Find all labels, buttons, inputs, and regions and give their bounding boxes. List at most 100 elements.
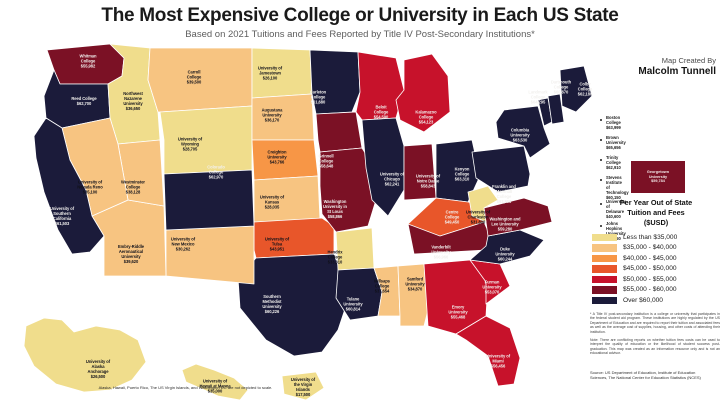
pointer-label-de: University of Delaware $40,600 [606, 199, 626, 220]
state-ar [335, 227, 375, 271]
pointer-dot [600, 139, 602, 141]
legend-label: $55,000 - $60,000 [623, 286, 677, 294]
credit-author: Malcolm Tunnell [638, 66, 716, 77]
school-price: $65,656 [606, 144, 621, 150]
state-fl [455, 315, 521, 387]
legend-label: $45,000 - $50,000 [623, 265, 677, 273]
state-sd [251, 93, 315, 141]
state-co [163, 169, 255, 231]
legend-title-1: Per Year Out of State [619, 198, 693, 207]
school-name: Johns Hopkins University [606, 221, 626, 236]
state-ny [495, 105, 551, 159]
school-price: $62,910 [606, 164, 621, 170]
state-va [483, 197, 553, 237]
legend-rows: Less than $35,000 $35,000 - $40,000 $40,00… [592, 232, 720, 306]
page-subtitle: Based on 2021 Tuitions and Fees Reported… [185, 29, 535, 40]
legend-swatch [592, 296, 617, 304]
state-al [397, 263, 429, 327]
legend-swatch [592, 286, 617, 294]
legend-row: $50,000 - $55,000 [592, 274, 720, 285]
page-title: The Most Expensive College or University… [101, 5, 619, 26]
state-mn [309, 49, 361, 115]
pointer-dot [600, 119, 602, 121]
badge-school-line2: University [648, 174, 668, 179]
state-nh [547, 93, 565, 125]
legend-swatch [592, 265, 617, 273]
credit-prefix: Map Created By [661, 56, 716, 65]
pointer-label-ma: Boston College $63,999 [606, 115, 621, 131]
pointer-dot [600, 159, 602, 161]
school-price: $40,600 [606, 213, 621, 219]
school-name: University of Delaware [606, 199, 626, 214]
legend-row: Less than $35,000 [592, 232, 720, 243]
pointer-dot [600, 179, 602, 181]
legend-row: $55,000 - $60,000 [592, 285, 720, 296]
footnote-asterisk: * A Title IV post-secondary institution … [590, 312, 720, 334]
state-ia [315, 111, 363, 153]
state-pr [281, 371, 325, 401]
legend-swatch [592, 244, 617, 252]
state-in [403, 143, 437, 201]
source-line-2: Sciences, The National Center for Educat… [590, 375, 701, 381]
legend-swatch [592, 254, 617, 262]
pointer-dot [600, 203, 602, 205]
badge-school-line1: Georgetown [646, 170, 670, 175]
legend-label: $40,000 - $45,000 [623, 254, 677, 262]
school-price: $60,150 [606, 194, 621, 200]
state-ks [253, 175, 321, 223]
school-name: Boston College [606, 115, 621, 125]
legend-label: $50,000 - $55,000 [623, 275, 677, 283]
pointer-label-ct: Trinity College $62,910 [606, 155, 621, 171]
badge-price: $59,784 [651, 179, 665, 184]
legend-swatch [592, 275, 617, 283]
legend-label: $35,000 - $40,000 [623, 244, 677, 252]
legend-title-2: Tuition and Fees [627, 208, 685, 217]
footnotes: * A Title IV post-secondary institution … [590, 312, 720, 360]
legend-row: $40,000 - $45,000 [592, 253, 720, 264]
legend-swatch [592, 233, 617, 241]
state-wa [46, 43, 125, 85]
source-line-1: Source: US Department of Education, Inst… [590, 370, 696, 375]
map-svg [23, 43, 593, 401]
state-nm [165, 225, 255, 285]
state-nd [251, 47, 313, 99]
state-tx [237, 253, 349, 357]
state-ok [253, 217, 335, 259]
legend-row: $35,000 - $40,000 [592, 243, 720, 254]
state-wy [159, 105, 253, 175]
state-me [559, 65, 593, 113]
state-ak [23, 317, 147, 393]
state-pa [471, 145, 531, 193]
source-note: Source: US Department of Education, Inst… [590, 370, 720, 380]
header: The Most Expensive College or University… [0, 0, 720, 44]
legend-title-3: ($USD) [643, 218, 669, 227]
state-ca [33, 117, 105, 255]
state-wi [355, 51, 405, 121]
pointer-label-nj: Stevens Institute of Technology $60,150 [606, 175, 629, 201]
school-price: $63,999 [606, 124, 621, 130]
state-nc [469, 229, 545, 265]
state-hi [181, 363, 249, 401]
legend-row: Over $60,000 [592, 295, 720, 306]
school-name: Trinity College [606, 155, 621, 165]
us-choropleth-map: Whitman College $55,982 Reed College $62,70… [0, 40, 629, 404]
state-oh [435, 139, 481, 203]
pointer-dot [600, 225, 602, 227]
legend-label: Less than $35,000 [623, 233, 678, 241]
school-name: Brown University [606, 135, 626, 145]
state-ms [373, 265, 401, 317]
state-ne [251, 139, 319, 181]
legend: Per Year Out of State Tuition and Fees (… [592, 198, 720, 306]
state-mt [147, 47, 253, 113]
dc-inset-badge: Georgetown University $59,784 [630, 160, 686, 194]
footnote-note: Note: There are conflicting reports on w… [590, 338, 720, 356]
state-il [361, 117, 405, 217]
legend-label: Over $60,000 [623, 296, 663, 304]
pointer-label-ri: Brown University $65,656 [606, 135, 626, 151]
state-mi [395, 53, 451, 133]
school-name: Stevens Institute of Technology [606, 175, 629, 195]
map-credit: Map Created By Malcolm Tunnell [600, 56, 716, 78]
legend-row: $45,000 - $50,000 [592, 264, 720, 275]
scale-disclaimer: Alaska, Hawaii, Puerto Rico, The US Virg… [98, 385, 273, 390]
